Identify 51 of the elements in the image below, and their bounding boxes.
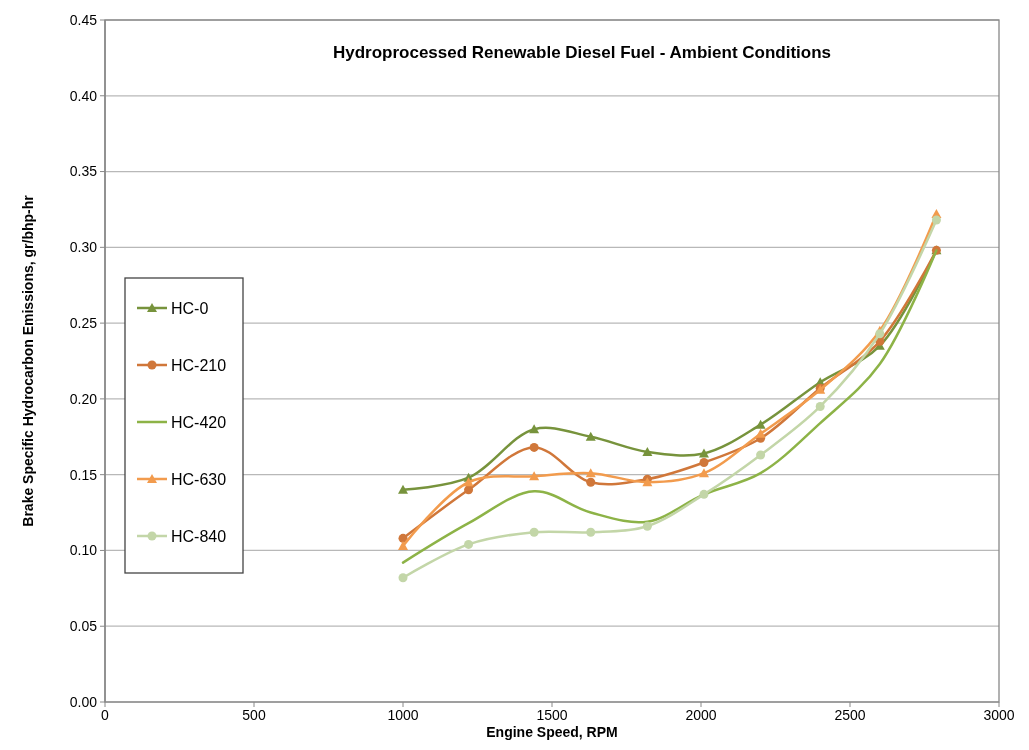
x-tick-label: 3000 bbox=[983, 707, 1015, 723]
point bbox=[699, 489, 709, 499]
point bbox=[698, 468, 709, 478]
point bbox=[642, 521, 652, 531]
y-tick-label: 0.10 bbox=[69, 542, 98, 559]
y-tick-label: 0.40 bbox=[69, 87, 98, 104]
point bbox=[529, 424, 540, 434]
legend-label: HC-630 bbox=[171, 470, 227, 488]
point bbox=[756, 450, 766, 460]
y-tick-label: 0.15 bbox=[69, 466, 98, 483]
y-tick-label: 0.20 bbox=[69, 390, 98, 407]
point bbox=[586, 477, 596, 487]
point bbox=[755, 428, 766, 438]
y-tick-label: 0.35 bbox=[69, 163, 98, 180]
point bbox=[586, 527, 596, 537]
y-axis-title: Brake Specific Hydrocarbon Emissions, gr/bhp-hr bbox=[20, 194, 36, 527]
point bbox=[875, 329, 885, 339]
x-axis-title: Engine Speed, RPM bbox=[486, 724, 618, 740]
y-tick-label: 0.00 bbox=[69, 693, 98, 710]
point bbox=[698, 448, 709, 458]
point bbox=[529, 527, 539, 537]
y-tick-label: 0.05 bbox=[69, 618, 98, 635]
y-tick-label: 0.25 bbox=[69, 315, 98, 332]
point bbox=[398, 573, 408, 583]
point bbox=[464, 539, 474, 549]
legend-label: HC-840 bbox=[171, 527, 227, 545]
point bbox=[398, 484, 408, 494]
point bbox=[642, 446, 653, 456]
x-tick-label: 0 bbox=[101, 707, 110, 723]
point bbox=[529, 471, 540, 481]
legend-label: HC-420 bbox=[171, 413, 227, 431]
point bbox=[529, 442, 539, 452]
legend-label: HC-0 bbox=[171, 299, 209, 317]
x-tick-label: 2500 bbox=[834, 707, 866, 723]
point bbox=[398, 540, 408, 550]
point bbox=[755, 419, 766, 429]
point bbox=[585, 468, 596, 478]
y-tick-label: 0.30 bbox=[69, 239, 98, 256]
y-tick-label: 0.45 bbox=[69, 11, 98, 28]
x-tick-label: 1500 bbox=[536, 707, 568, 723]
point bbox=[464, 485, 474, 495]
point bbox=[699, 458, 709, 468]
point bbox=[585, 431, 596, 441]
x-tick-label: 500 bbox=[242, 707, 266, 723]
point bbox=[931, 215, 941, 225]
text: Hydroprocessed Renewable Diesel Fuel - Ambient Conditions bbox=[332, 43, 832, 62]
x-tick-label: 2000 bbox=[685, 707, 717, 723]
point bbox=[463, 477, 474, 487]
legend-label: HC-210 bbox=[171, 356, 227, 374]
x-tick-label: 1000 bbox=[387, 707, 419, 723]
point bbox=[815, 401, 825, 411]
